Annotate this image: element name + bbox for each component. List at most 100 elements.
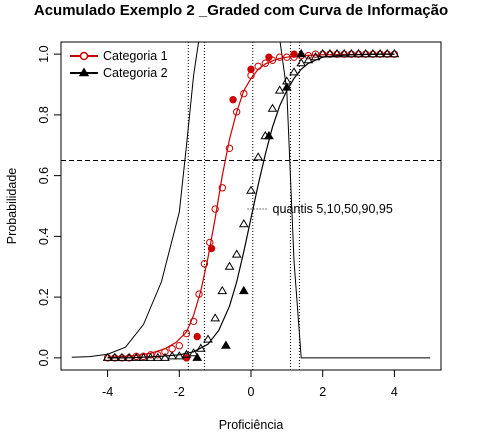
open-point	[283, 53, 291, 61]
open-point	[160, 352, 170, 361]
filled-point	[221, 340, 231, 349]
legend-entry: Categoria 2	[70, 66, 168, 80]
open-point	[303, 55, 314, 64]
open-point	[124, 352, 134, 361]
open-point	[232, 108, 241, 116]
chart-title: Acumulado Exemplo 2 _Graded com Curva de…	[34, 2, 448, 19]
open-point	[195, 343, 206, 352]
open-point	[267, 103, 278, 112]
open-point	[189, 317, 198, 326]
filled-point	[282, 82, 292, 91]
open-point	[102, 352, 113, 361]
open-point	[274, 85, 285, 94]
open-point	[289, 67, 299, 76]
open-point	[131, 352, 142, 361]
x-axis: -4 -2 0 2 4	[102, 369, 398, 399]
filled-point	[193, 332, 201, 341]
filled-point	[192, 352, 203, 361]
open-point	[238, 219, 249, 228]
open-point	[167, 351, 177, 360]
legend: Categoria 1 Categoria 2	[70, 49, 168, 80]
legend-label: Categoria 1	[103, 49, 168, 63]
information-curve	[71, 42, 431, 359]
y-tick-label: 0.8	[37, 106, 51, 123]
y-axis-label: Probabilidade	[5, 168, 19, 244]
open-point	[325, 48, 335, 58]
open-point	[382, 48, 393, 58]
open-point	[218, 184, 227, 192]
open-point	[317, 48, 328, 58]
open-point	[210, 313, 220, 322]
open-point	[188, 348, 199, 357]
open-point	[253, 152, 264, 161]
open-point	[161, 348, 169, 356]
open-point	[174, 351, 185, 360]
filled-point	[296, 48, 307, 58]
x-axis-label: Proficiência	[219, 418, 284, 432]
open-point	[246, 185, 256, 194]
x-tick-label: -4	[102, 385, 113, 399]
plot-area	[61, 42, 441, 370]
open-point	[346, 48, 357, 58]
x-tick-label: 0	[248, 385, 255, 399]
filled-point	[265, 53, 273, 61]
x-tick-label: 2	[319, 385, 326, 399]
open-point	[368, 48, 378, 58]
filled-point	[182, 354, 191, 362]
open-point	[389, 48, 400, 58]
open-point	[360, 48, 371, 58]
open-point	[339, 48, 350, 58]
open-point	[203, 334, 213, 343]
open-point	[138, 352, 149, 361]
open-point	[296, 58, 307, 67]
y-axis: 0.0 0.2 0.4 0.6 0.8 1.0	[37, 45, 62, 367]
open-point	[225, 144, 234, 152]
legend-marker	[79, 51, 89, 61]
y-tick-label: 1.0	[37, 45, 51, 62]
open-point	[146, 351, 155, 359]
open-point	[211, 205, 219, 213]
open-point	[311, 50, 320, 58]
y-tick-label: 0.4	[37, 228, 51, 245]
x-tick-label: -2	[174, 385, 185, 399]
filled-point	[229, 96, 237, 104]
open-point	[195, 290, 203, 298]
open-point	[154, 351, 162, 359]
filled-point	[238, 285, 249, 295]
open-point	[217, 285, 228, 295]
information-curve-layer	[71, 42, 431, 359]
open-point	[254, 62, 262, 70]
open-point	[168, 345, 176, 353]
y-tick-label: 0.6	[37, 167, 51, 184]
open-point	[145, 352, 156, 361]
series-layer	[102, 48, 400, 362]
y-tick-label: 0.0	[37, 349, 51, 366]
quantile-label: quantis 5,10,50,90,95	[273, 202, 393, 216]
open-point	[182, 329, 191, 338]
open-point	[310, 52, 321, 61]
open-point	[109, 352, 120, 361]
legend-label: Categoria 2	[103, 66, 168, 80]
y-tick-label: 0.2	[37, 288, 51, 305]
open-point	[224, 261, 235, 270]
open-point	[175, 342, 184, 350]
reference-lines	[61, 42, 441, 370]
open-point	[275, 53, 284, 61]
open-point	[240, 89, 248, 98]
open-point	[326, 50, 334, 58]
filled-point	[247, 65, 255, 74]
filled-point	[264, 130, 274, 140]
open-point	[340, 50, 348, 58]
open-point	[353, 48, 364, 58]
open-point	[261, 59, 270, 67]
legend-marker	[78, 67, 90, 77]
open-point	[181, 349, 192, 358]
filled-point	[290, 50, 298, 58]
open-point	[117, 352, 127, 361]
open-point	[152, 352, 163, 361]
open-point	[231, 249, 242, 258]
x-tick-label: 4	[391, 385, 398, 399]
open-point	[375, 48, 385, 58]
open-point	[332, 48, 342, 58]
